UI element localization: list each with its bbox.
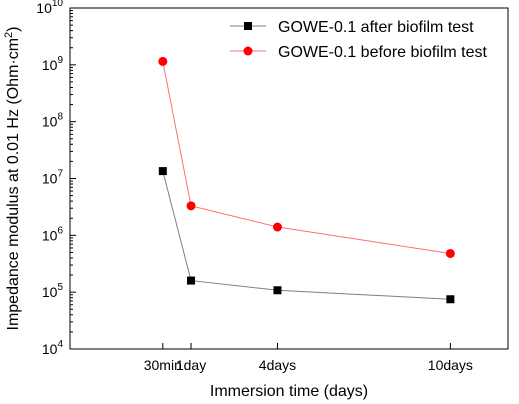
data-point (158, 167, 167, 176)
data-point (273, 286, 282, 295)
x-axis-title: Immersion time (days) (210, 383, 368, 400)
legend-label: GOWE-0.1 after biofilm test (278, 19, 474, 36)
data-point (158, 56, 168, 66)
series-1 (158, 167, 455, 304)
y-tick-label: 108 (42, 112, 64, 130)
legend-marker (244, 22, 252, 30)
y-axis-title: Impedance modulus at 0.01 Hz (Ohm·cm2) (3, 26, 22, 330)
data-point (186, 201, 196, 211)
y-tick-label: 107 (42, 169, 64, 187)
y-tick-label: 106 (42, 225, 64, 243)
x-tick-label: 1day (176, 357, 206, 373)
legend-item: GOWE-0.1 before biofilm test (230, 44, 488, 61)
legend: GOWE-0.1 after biofilm test GOWE-0.1 befo… (230, 19, 488, 61)
y-tick-label: 109 (42, 55, 64, 73)
y-tick-label: 104 (42, 339, 64, 357)
series-line (162, 170, 451, 300)
data-point (187, 276, 196, 285)
y-tick-label: 1010 (36, 0, 63, 16)
series-line (162, 61, 451, 254)
data-point (445, 248, 455, 258)
data-point (272, 222, 282, 232)
series-2 (158, 56, 455, 258)
legend-item: GOWE-0.1 after biofilm test (230, 19, 474, 36)
x-tick-label: 10days (428, 357, 473, 373)
x-tick-label: 4days (259, 357, 296, 373)
legend-marker (243, 46, 253, 56)
data-point (446, 295, 455, 304)
x-tick-label: 30min (144, 357, 182, 373)
legend-label: GOWE-0.1 before biofilm test (278, 44, 488, 61)
y-tick-label: 105 (42, 282, 64, 300)
